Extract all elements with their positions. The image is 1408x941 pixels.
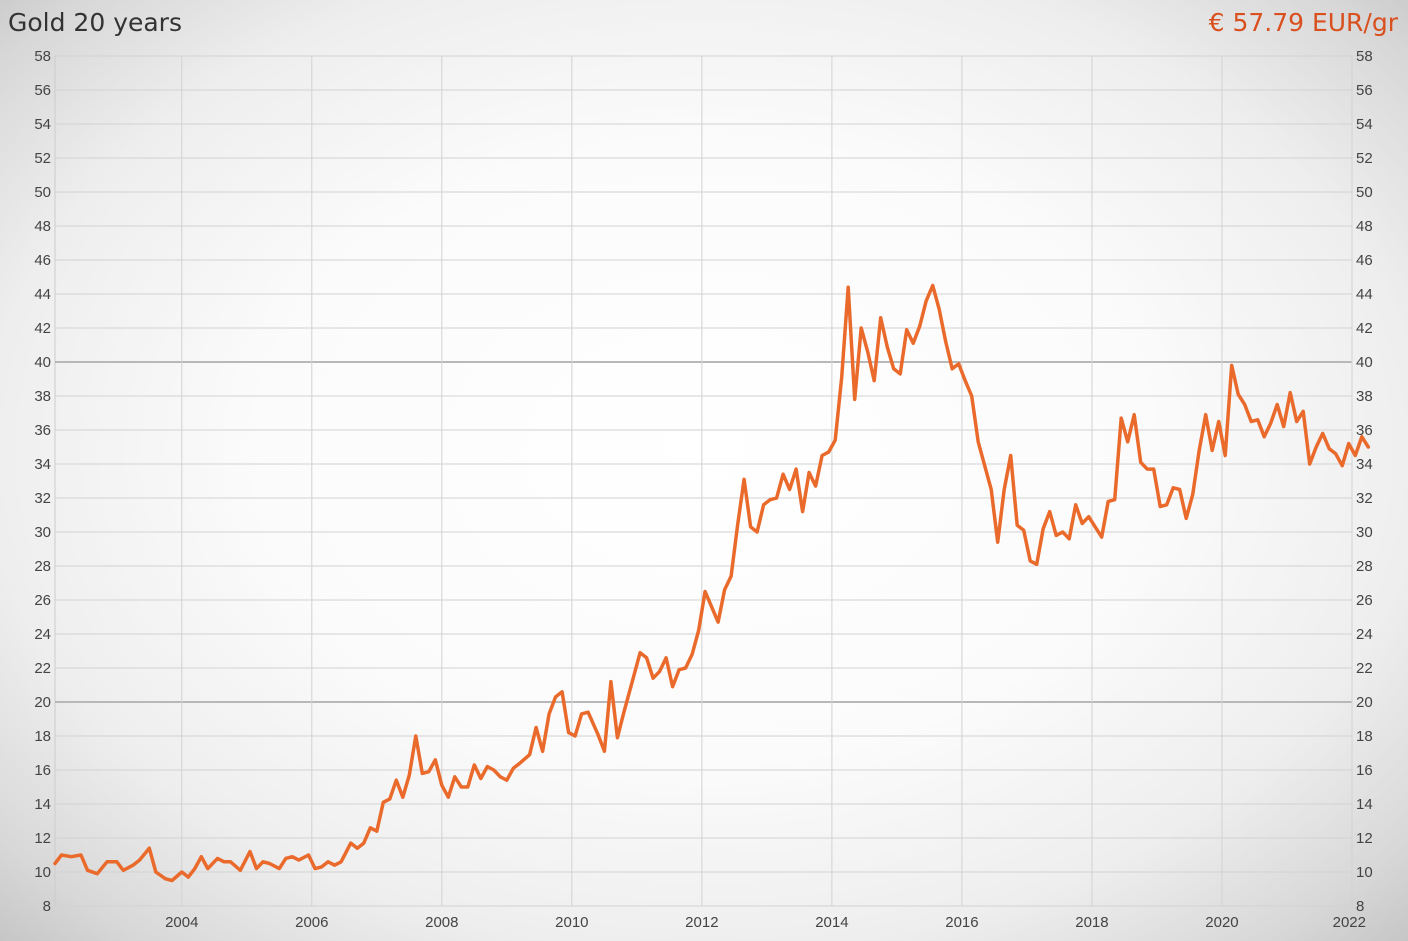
y-tick-label-right: 20 xyxy=(1356,694,1373,711)
y-tick-label-left: 28 xyxy=(34,558,51,575)
y-tick-label-left: 32 xyxy=(34,490,51,507)
y-tick-label-left: 36 xyxy=(34,422,51,439)
y-tick-label-left: 20 xyxy=(34,694,51,711)
y-tick-label-left: 52 xyxy=(34,150,51,167)
x-tick-label: 2006 xyxy=(295,914,328,931)
y-tick-label-right: 22 xyxy=(1356,660,1373,677)
y-tick-label-right: 44 xyxy=(1356,286,1373,303)
y-axis-left: 8 10 12 14 16 18 20 22 24 26 28 30 32 34 36 38 40 42 44 46 4… xyxy=(34,48,51,915)
x-tick-label: 2004 xyxy=(165,914,198,931)
y-tick-label-right: 34 xyxy=(1356,456,1373,473)
y-tick-label-right: 10 xyxy=(1356,864,1373,881)
x-tick-label: 2014 xyxy=(815,914,848,931)
y-tick-label-right: 36 xyxy=(1356,422,1373,439)
y-tick-label-left: 22 xyxy=(34,660,51,677)
x-tick-label: 2018 xyxy=(1075,914,1108,931)
y-tick-label-right: 46 xyxy=(1356,252,1373,269)
y-tick-label-left: 12 xyxy=(34,830,51,847)
series-layer xyxy=(53,283,1371,883)
y-tick-label-left: 38 xyxy=(34,388,51,405)
x-tick-label: 2016 xyxy=(945,914,978,931)
y-tick-label-left: 10 xyxy=(34,864,51,881)
y-tick-label-left: 16 xyxy=(34,762,51,779)
gold-price-line xyxy=(53,283,1371,883)
y-tick-label-right: 28 xyxy=(1356,558,1373,575)
y-tick-label-right: 50 xyxy=(1356,184,1373,201)
y-tick-label-right: 14 xyxy=(1356,796,1373,813)
y-tick-label-left: 56 xyxy=(34,82,51,99)
chart-title: Gold 20 years xyxy=(8,8,182,37)
x-tick-label: 2012 xyxy=(685,914,718,931)
y-tick-label-left: 44 xyxy=(34,286,51,303)
y-tick-label-right: 26 xyxy=(1356,592,1373,609)
x-axis: 2004 2006 2008 2010 2012 2014 2016 2018 2020 2022 xyxy=(165,914,1366,931)
y-tick-label-left: 14 xyxy=(34,796,51,813)
y-tick-label-right: 12 xyxy=(1356,830,1373,847)
y-tick-label-right: 8 xyxy=(1356,898,1364,915)
y-tick-label-left: 18 xyxy=(34,728,51,745)
y-tick-label-left: 42 xyxy=(34,320,51,337)
y-tick-label-right: 54 xyxy=(1356,116,1373,133)
y-tick-label-right: 16 xyxy=(1356,762,1373,779)
y-tick-label-left: 46 xyxy=(34,252,51,269)
y-tick-label-left: 54 xyxy=(34,116,51,133)
current-price-label: € 57.79 EUR/gr xyxy=(1208,8,1398,37)
y-tick-label-left: 34 xyxy=(34,456,51,473)
y-tick-label-right: 32 xyxy=(1356,490,1373,507)
y-tick-label-right: 56 xyxy=(1356,82,1373,99)
y-tick-label-left: 24 xyxy=(34,626,51,643)
x-tick-label: 2022 xyxy=(1333,914,1366,931)
y-tick-label-right: 30 xyxy=(1356,524,1373,541)
y-tick-label-left: 50 xyxy=(34,184,51,201)
y-axis-right: 8 10 12 14 16 18 20 22 24 26 28 30 32 34 36 38 40 42 44 46 4… xyxy=(1356,48,1373,915)
y-tick-label-left: 26 xyxy=(34,592,51,609)
y-tick-label-right: 42 xyxy=(1356,320,1373,337)
y-tick-label-right: 48 xyxy=(1356,218,1373,235)
grid-lines xyxy=(54,55,1353,907)
y-tick-label-right: 24 xyxy=(1356,626,1373,643)
y-tick-label-left: 58 xyxy=(34,48,51,65)
y-tick-label-right: 52 xyxy=(1356,150,1373,167)
y-tick-label-right: 18 xyxy=(1356,728,1373,745)
y-tick-label-left: 30 xyxy=(34,524,51,541)
x-tick-label: 2010 xyxy=(555,914,588,931)
y-tick-label-right: 58 xyxy=(1356,48,1373,65)
y-tick-label-right: 38 xyxy=(1356,388,1373,405)
x-tick-label: 2020 xyxy=(1205,914,1238,931)
x-tick-label: 2008 xyxy=(425,914,458,931)
y-tick-label-right: 40 xyxy=(1356,354,1373,371)
y-tick-label-left: 48 xyxy=(34,218,51,235)
y-tick-label-left: 40 xyxy=(34,354,51,371)
y-tick-label-left: 8 xyxy=(43,898,51,915)
